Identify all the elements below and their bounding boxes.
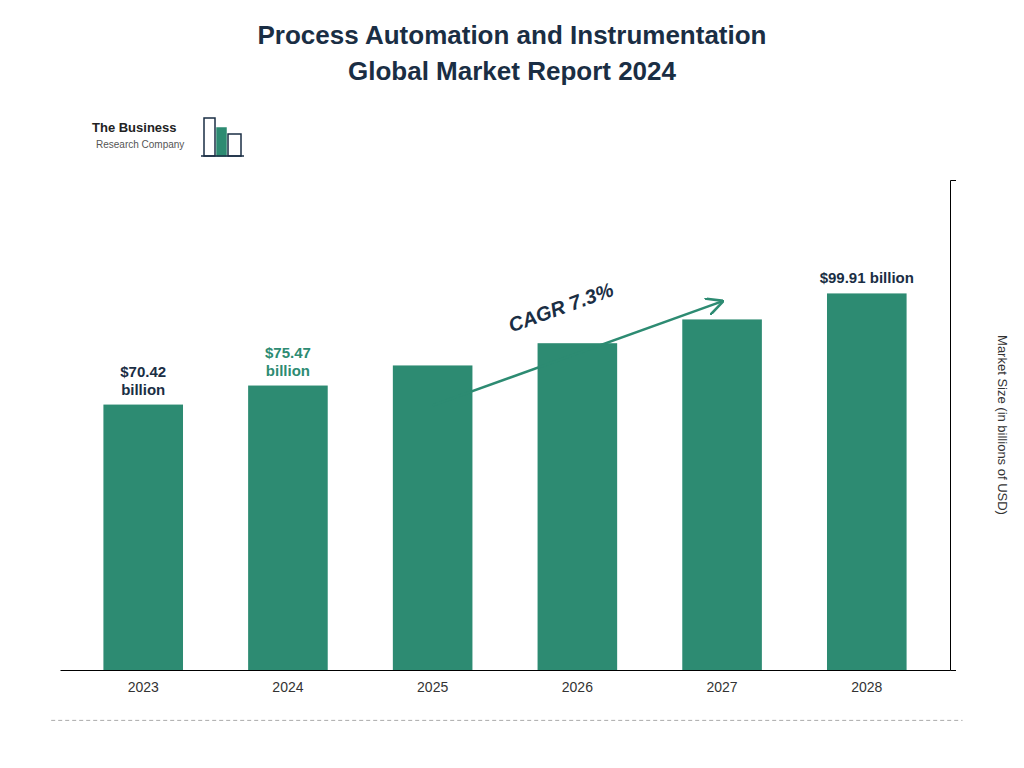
bar xyxy=(103,405,183,670)
bar xyxy=(827,293,907,670)
logo-icon xyxy=(201,118,244,156)
chart: Process Automation and Instrumentation Gl… xyxy=(0,0,1024,768)
bar-annotation: $75.47billion xyxy=(265,344,311,379)
cagr-label: CAGR 7.3% xyxy=(505,278,616,336)
logo-text: Research Company xyxy=(96,139,184,150)
y-axis-line xyxy=(951,181,957,671)
logo: The Business Research Company xyxy=(92,118,244,156)
bar xyxy=(538,343,618,670)
cagr-arrow xyxy=(433,301,722,405)
text-line: billion xyxy=(121,381,165,398)
x-tick: 2024 xyxy=(272,670,303,695)
logo-building xyxy=(228,134,241,156)
x-axis: 2023 2024 2025 2026 2027 2028 xyxy=(61,670,951,695)
x-tick: 2025 xyxy=(417,670,448,695)
bottom-rule xyxy=(51,720,962,721)
annotations: $70.42billion$75.47billion$99.91 billion… xyxy=(120,269,914,405)
x-tick-label: 2023 xyxy=(128,679,159,695)
x-tick: 2028 xyxy=(851,670,882,695)
text-line: $75.47 xyxy=(265,344,311,361)
bar xyxy=(393,365,473,670)
x-tick-label: 2028 xyxy=(851,679,882,695)
x-tick: 2026 xyxy=(562,670,593,695)
logo-building xyxy=(204,118,215,156)
titles: Process Automation and Instrumentation Gl… xyxy=(258,20,767,86)
text-line: $99.91 billion xyxy=(820,269,914,286)
logo-base xyxy=(201,155,244,157)
subtitle: Global Market Report 2024 xyxy=(348,56,677,86)
text-line: billion xyxy=(266,362,310,379)
bar-annotation: $99.91 billion xyxy=(820,269,914,286)
y-axis-title: Market Size (in billions of USD) xyxy=(995,335,1010,515)
x-tick: 2023 xyxy=(128,670,159,695)
logo-building xyxy=(217,128,226,156)
text-line: $70.42 xyxy=(120,363,166,380)
plot: 202320242025202620272028$70.42billion$75… xyxy=(61,181,957,695)
bar xyxy=(248,386,328,670)
x-axis-line xyxy=(61,670,951,671)
x-tick: 2027 xyxy=(706,670,737,695)
x-tick-label: 2025 xyxy=(417,679,448,695)
bars xyxy=(103,293,906,670)
bar xyxy=(682,319,762,670)
bar-annotation: $70.42billion xyxy=(120,363,166,398)
title: Process Automation and Instrumentation xyxy=(258,20,767,50)
x-tick-label: 2024 xyxy=(272,679,303,695)
x-tick-label: 2026 xyxy=(562,679,593,695)
y-axis xyxy=(951,181,957,671)
x-tick-label: 2027 xyxy=(706,679,737,695)
logo-text: The Business xyxy=(92,120,177,135)
